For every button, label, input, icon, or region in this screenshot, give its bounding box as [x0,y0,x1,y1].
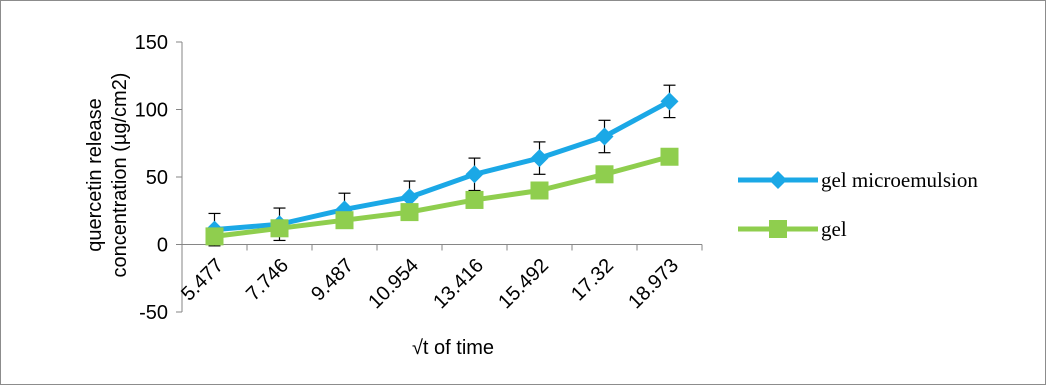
y-tick-label: 100 [135,100,168,122]
data-point [595,165,614,184]
x-tick-label: 5.477 [177,254,228,305]
legend-item: gel microemulsion [738,168,978,192]
data-point [270,219,289,238]
series-layer [205,84,679,247]
y-tick-label: 150 [135,32,168,54]
legend-item: gel [738,217,847,241]
x-tick-labels: 5.477 7.746 9.487 10.954 13.416 15.492 17.32 18… [177,254,683,313]
series-line [214,154,671,239]
x-tick-label: 18.973 [624,254,683,313]
x-tick-label: 10.954 [364,254,423,313]
y-axis-title-line2: concentration (µg/cm2) [109,73,131,278]
y-tick-label: 50 [146,167,168,189]
x-tick-label: 15.492 [494,254,553,313]
legend-label: gel microemulsion [821,168,978,192]
legend: gel microemulsion gel [738,168,978,241]
series-gel [205,147,679,246]
y-tick-labels: -50 0 50 100 150 [135,32,168,324]
x-tick-label: 9.487 [307,254,358,305]
data-point [465,165,484,184]
data-point [595,127,614,146]
y-tick-label: 0 [157,235,168,257]
series-line [214,99,671,233]
data-point [465,190,484,209]
data-point [335,211,354,230]
x-axis-title: √t of time [412,337,494,359]
data-point [660,147,679,166]
x-tick-label: 13.416 [429,254,488,313]
y-tick-label: -50 [139,302,168,324]
data-point [530,149,549,168]
legend-swatch-marker [769,220,787,238]
axes [176,41,703,313]
y-axis-title-line1: quercetin release [84,98,106,251]
legend-swatch-marker [769,171,787,189]
data-point [530,181,549,200]
data-point [660,92,679,111]
legend-label: gel [821,217,847,241]
x-tick-label: 7.746 [242,254,293,305]
data-point [400,188,419,207]
data-point [205,227,224,246]
x-tick-label: 17.32 [567,254,618,305]
data-point [400,203,419,222]
